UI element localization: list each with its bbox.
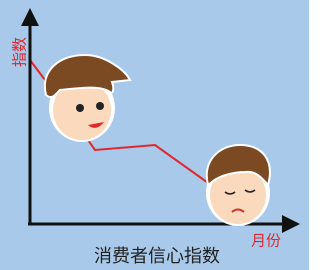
y-axis-label: 指数 [11, 37, 29, 67]
page: 指数 月份 消费者信心指数 (() => { const data = JSON… [0, 0, 309, 270]
x-axis-label: 月份 [251, 232, 281, 250]
sad-face [206, 145, 270, 226]
background [0, 0, 309, 270]
title: 消费者信心指数 [94, 246, 220, 267]
illustration: 指数 月份 消费者信心指数 [0, 0, 309, 270]
